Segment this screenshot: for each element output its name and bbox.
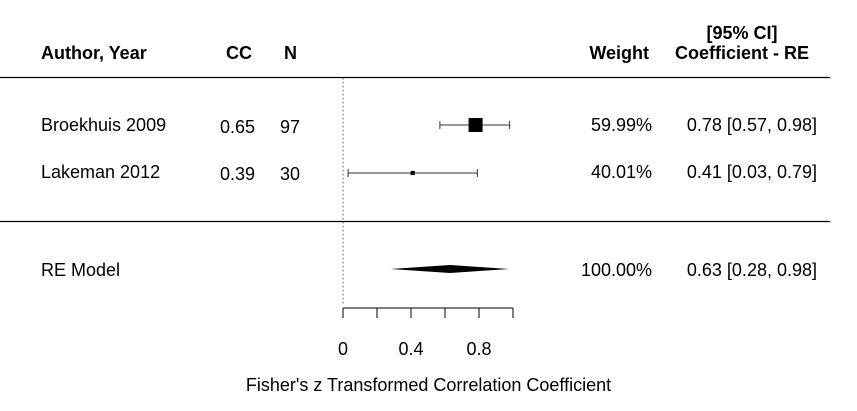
header-n: N xyxy=(284,43,297,63)
x-tick-label: 0.8 xyxy=(466,339,491,359)
study-ci: 0.78 [0.57, 0.98] xyxy=(686,115,817,135)
study-weight: 40.01% xyxy=(590,162,652,182)
chart-marks: 0 0.4 0.8 xyxy=(338,78,514,359)
point-estimate xyxy=(468,118,483,132)
study-cc: 0.39 xyxy=(220,164,256,184)
study-cc: 0.65 xyxy=(220,117,256,137)
header-weight: Weight xyxy=(589,43,649,63)
study-ci: 0.41 [0.03, 0.79] xyxy=(686,162,817,182)
study-n: 97 xyxy=(280,117,301,137)
summary-ci: 0.63 [0.28, 0.98] xyxy=(686,260,817,280)
study-weight: 59.99% xyxy=(590,115,652,135)
header-cc: CC xyxy=(226,43,252,63)
x-tick-label: 0 xyxy=(338,339,348,359)
study-author: Broekhuis 2009 xyxy=(41,115,167,135)
summary-label: RE Model xyxy=(41,260,121,280)
study-author: Lakeman 2012 xyxy=(41,162,161,182)
x-axis-title: Fisher's z Transformed Correlation Coeff… xyxy=(245,375,612,395)
x-tick-label: 0.4 xyxy=(398,339,423,359)
header-ci: [95% CI] xyxy=(706,23,778,43)
summary-diamond xyxy=(390,265,510,273)
point-estimate xyxy=(410,170,415,176)
header-author: Author, Year xyxy=(41,43,147,63)
summary-weight: 100.00% xyxy=(580,260,652,280)
study-n: 30 xyxy=(280,164,301,184)
header-coefficient: Coefficient - RE xyxy=(674,43,809,63)
